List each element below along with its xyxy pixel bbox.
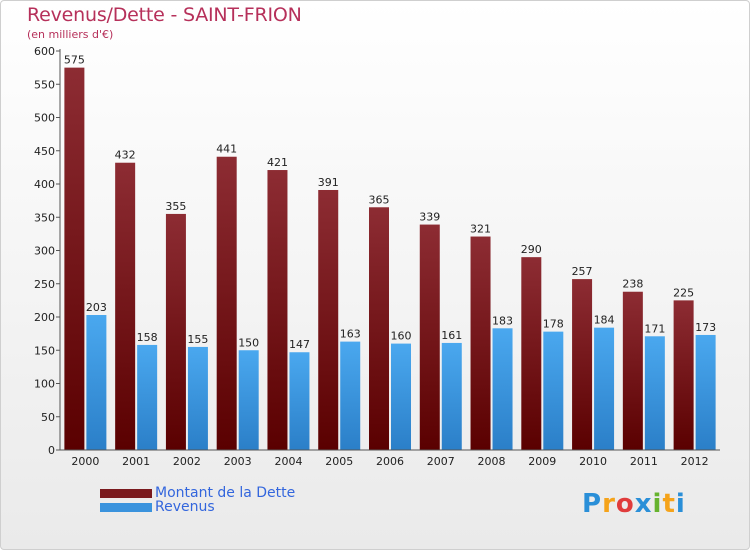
bar-dette <box>470 236 491 450</box>
value-label-revenus: 178 <box>543 318 564 331</box>
y-tick-label: 350 <box>34 211 55 224</box>
y-tick-label: 400 <box>34 178 55 191</box>
value-label-dette: 421 <box>267 156 288 169</box>
y-tick-label: 500 <box>34 112 55 125</box>
bar-revenus <box>86 315 107 450</box>
value-label-revenus: 160 <box>391 330 412 343</box>
y-tick-label: 50 <box>41 411 55 424</box>
value-label-dette: 432 <box>115 149 136 162</box>
value-label-dette: 290 <box>521 243 542 256</box>
value-label-revenus: 203 <box>86 301 107 314</box>
bar-dette <box>115 162 136 450</box>
bar-revenus <box>289 352 310 450</box>
y-tick-label: 550 <box>34 78 55 91</box>
value-label-dette: 441 <box>216 143 237 156</box>
logo-letter: o <box>615 489 635 519</box>
x-tick-label: 2012 <box>681 455 709 468</box>
bar-dette <box>216 156 237 451</box>
x-tick-label: 2007 <box>427 455 455 468</box>
bar-revenus <box>492 328 513 450</box>
bar-dette <box>165 213 186 450</box>
y-tick-label: 200 <box>34 311 55 324</box>
x-tick-label: 2008 <box>478 455 506 468</box>
bar-dette <box>622 291 643 450</box>
value-label-revenus: 155 <box>187 333 208 346</box>
bar-dette <box>572 279 593 450</box>
y-tick-label: 150 <box>34 344 55 357</box>
legend-label-dette: Montant de la Dette <box>155 485 296 501</box>
bar-revenus <box>695 334 716 450</box>
legend-swatch-dette <box>100 489 152 498</box>
legend-swatch-revenus <box>100 503 152 512</box>
logo-letter: i <box>652 489 663 519</box>
value-label-revenus: 183 <box>492 314 513 327</box>
proxiti-logo: Proxiti <box>582 489 686 519</box>
value-label-dette: 238 <box>622 278 643 291</box>
bar-dette <box>419 224 440 450</box>
logo-letter: i <box>675 489 686 519</box>
bar-dette <box>267 170 288 450</box>
bar-dette <box>673 300 694 450</box>
bar-dette <box>521 257 542 450</box>
x-tick-label: 2000 <box>71 455 99 468</box>
x-tick-label: 2003 <box>224 455 252 468</box>
value-label-dette: 257 <box>572 265 593 278</box>
y-tick-label: 100 <box>34 378 55 391</box>
bar-revenus <box>187 346 208 450</box>
bar-dette <box>369 207 389 450</box>
value-label-revenus: 161 <box>441 329 462 342</box>
bar-revenus <box>137 344 158 450</box>
y-tick-label: 450 <box>34 145 55 158</box>
value-label-dette: 225 <box>673 286 694 299</box>
x-tick-label: 2005 <box>325 455 353 468</box>
value-label-revenus: 171 <box>644 322 665 335</box>
value-label-dette: 339 <box>419 211 440 224</box>
value-label-revenus: 173 <box>695 321 716 334</box>
value-label-revenus: 150 <box>238 336 259 349</box>
chart-subtitle: (en milliers d'€) <box>27 28 114 41</box>
value-label-revenus: 158 <box>137 331 158 344</box>
bar-revenus <box>543 331 564 450</box>
value-label-revenus: 147 <box>289 338 310 351</box>
x-tick-label: 2004 <box>274 455 302 468</box>
bar-dette <box>318 189 339 451</box>
y-tick-label: 0 <box>48 444 55 457</box>
x-tick-label: 2011 <box>630 455 658 468</box>
y-tick-label: 600 <box>34 45 55 58</box>
legend-label-revenus: Revenus <box>155 499 215 515</box>
logo-letter: P <box>582 489 603 519</box>
y-tick-label: 250 <box>34 278 55 291</box>
bar-revenus <box>340 341 361 450</box>
bar-revenus <box>441 342 462 450</box>
chart-title: Revenus/Dette - SAINT-FRION <box>27 4 302 26</box>
logo-letter: t <box>662 489 676 519</box>
bar-revenus <box>594 327 615 450</box>
value-label-dette: 391 <box>318 176 339 189</box>
bar-dette <box>64 67 85 450</box>
value-label-revenus: 184 <box>594 314 615 327</box>
logo-letter: r <box>602 489 616 519</box>
logo-letter: x <box>634 489 653 519</box>
value-label-dette: 365 <box>369 193 390 206</box>
value-label-dette: 355 <box>165 200 186 213</box>
x-tick-label: 2002 <box>173 455 201 468</box>
x-tick-label: 2006 <box>376 455 404 468</box>
y-tick-label: 300 <box>34 245 55 258</box>
x-tick-label: 2009 <box>528 455 556 468</box>
x-tick-label: 2010 <box>579 455 607 468</box>
value-label-dette: 575 <box>64 54 85 67</box>
bar-revenus <box>238 350 259 450</box>
bar-revenus <box>644 336 665 450</box>
bar-revenus <box>391 343 411 450</box>
value-label-dette: 321 <box>470 223 491 236</box>
x-tick-label: 2001 <box>122 455 150 468</box>
value-label-revenus: 163 <box>340 328 361 341</box>
